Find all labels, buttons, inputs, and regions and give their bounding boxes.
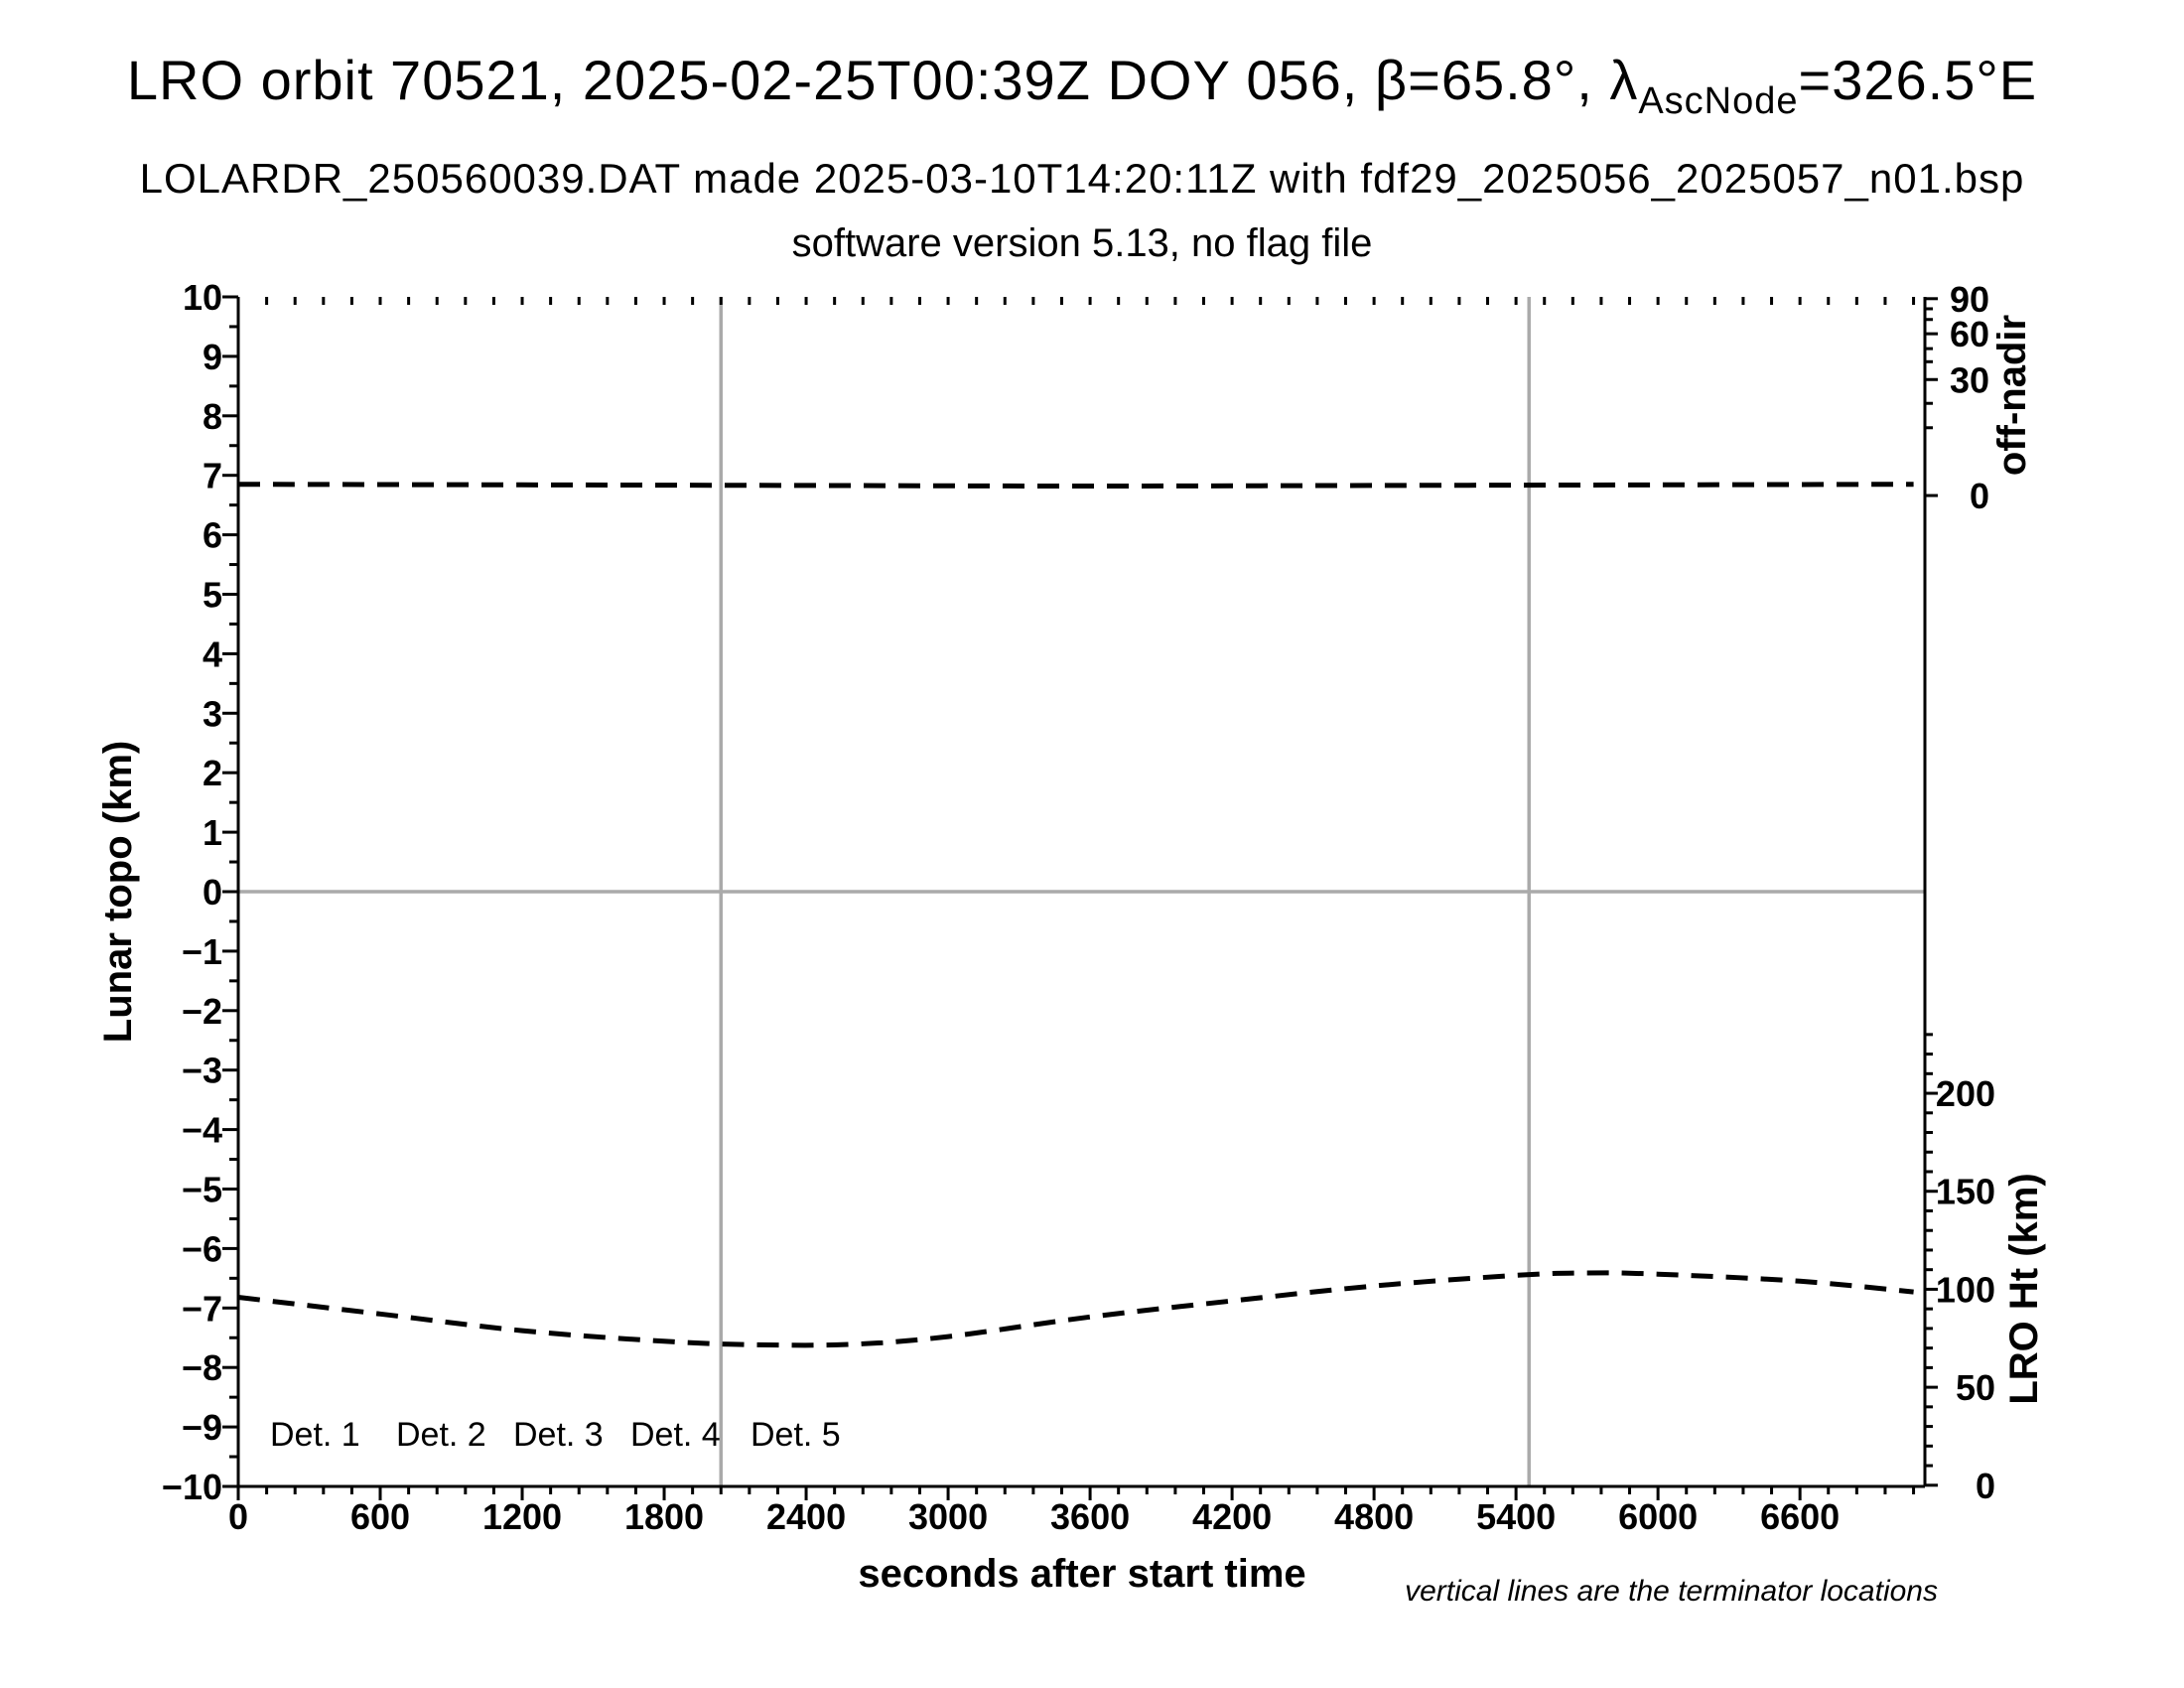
y-tick-label: 0 [203,872,222,913]
y-tick-label: −10 [162,1467,222,1507]
y-tick-label: 6 [203,515,222,556]
terminator-footnote: vertical lines are the terminator locati… [1405,1575,1938,1608]
offnadir-tick-label: 90 [1950,279,1989,320]
off-nadir-curve [237,482,1914,490]
x-tick-label: 3600 [1050,1496,1130,1537]
y-tick-label: 4 [203,633,222,674]
lro-height-curve [237,1270,1914,1348]
x-tick-label: 4800 [1334,1496,1414,1537]
y-tick-label: −6 [182,1228,222,1269]
data-curves-group [237,482,1914,1348]
x-tick-label: 0 [228,1496,248,1537]
x-tick-label: 600 [350,1496,410,1537]
offnadir-tick-label: 30 [1950,359,1989,400]
y-tick-label: −9 [182,1407,222,1448]
x-tick-label: 1200 [482,1496,562,1537]
title-suffix: =326.5°E [1799,49,2038,111]
y-tick-label: −3 [182,1051,222,1091]
left-axis-title: Lunar topo (km) [96,741,140,1043]
offnadir-tick-label: 60 [1950,314,1989,354]
y-tick-label: −1 [182,931,222,972]
lroht-tick-label: 100 [1936,1269,1995,1310]
right-bottom-axis-title: LRO Ht (km) [2002,1173,2046,1404]
subtitle-software-version: software version 5.13, no flag file [792,221,1373,265]
x-tick-label: 2400 [766,1496,846,1537]
y-tick-label: 2 [203,753,222,793]
y-tick-label: −5 [182,1170,222,1210]
lroht-tick-label: 50 [1956,1367,1995,1408]
axis-ticks-group [222,295,1938,1500]
x-tick-label: 5400 [1476,1496,1556,1537]
legend-item-det4: Det. 4 [630,1416,721,1454]
y-tick-label: −8 [182,1347,222,1388]
x-tick-label: 6600 [1760,1496,1840,1537]
gridlines-group [238,297,1925,1486]
lroht-tick-label: 200 [1936,1073,1995,1114]
x-tick-label: 1800 [624,1496,704,1537]
lroht-tick-label: 150 [1936,1172,1995,1212]
legend-item-det2: Det. 2 [396,1416,486,1454]
y-tick-label: 1 [203,812,222,853]
lroht-tick-label: 0 [1976,1466,1995,1506]
x-tick-label: 6000 [1618,1496,1698,1537]
title-subscript: AscNode [1638,80,1798,122]
offnadir-tick-label: 0 [1970,476,1989,516]
subtitle-filename: LOLARDR_250560039.DAT made 2025-03-10T14… [140,155,2025,202]
y-tick-label: 7 [203,456,222,496]
x-tick-label: 3000 [908,1496,988,1537]
y-tick-label: 3 [203,693,222,734]
legend-item-det5: Det. 5 [751,1416,841,1454]
y-tick-label: −4 [182,1110,222,1151]
title-main: LRO orbit 70521, 2025-02-25T00:39Z DOY 0… [127,49,1638,111]
x-tick-label: 4200 [1192,1496,1272,1537]
y-tick-label: −7 [182,1288,222,1329]
y-tick-label: 9 [203,337,222,377]
right-top-axis-title: off-nadir [1990,315,2034,476]
y-tick-label: 8 [203,396,222,437]
legend-item-det1: Det. 1 [270,1416,360,1454]
axis-tick-labels-group: 0 600 1200 1800 2400 3000 3600 4200 4800 5400 6000… [162,277,1995,1537]
x-axis-title: seconds after start time [858,1552,1305,1596]
y-tick-label: 10 [183,277,222,318]
legend: Det. 1 Det. 2 Det. 3 Det. 4 Det. 5 [270,1416,841,1454]
page-title: LRO orbit 70521, 2025-02-25T00:39Z DOY 0… [127,49,2037,122]
legend-item-det3: Det. 3 [513,1416,604,1454]
y-tick-label: −2 [182,991,222,1032]
y-tick-label: 5 [203,575,222,616]
